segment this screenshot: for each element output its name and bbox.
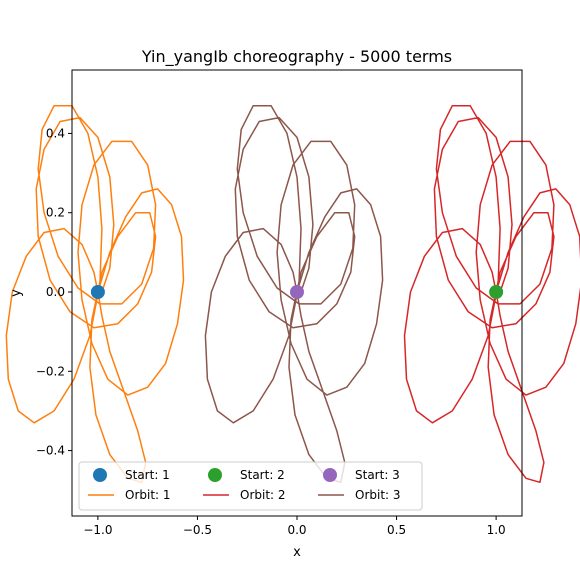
legend-start-2-marker (208, 468, 222, 482)
start-markers (90, 285, 504, 300)
legend-orbit-3-label: Orbit: 3 (355, 488, 401, 502)
orbit-3-line (204, 104, 384, 484)
legend-start-2-label: Start: 2 (240, 468, 285, 482)
chart-title: Yin_yangIb choreography - 5000 terms (141, 47, 452, 67)
legend-orbit-1-label: Orbit: 1 (125, 488, 171, 502)
x-tick-label: 1.0 (487, 523, 506, 537)
x-axis-ticks: −1.0 −0.5 0.0 0.5 1.0 (83, 516, 506, 537)
y-tick-label: 0.4 (46, 126, 65, 140)
y-axis-label: y (9, 289, 24, 297)
legend-start-1-marker (93, 468, 107, 482)
y-tick-label: −0.4 (36, 444, 65, 458)
x-tick-label: 0.0 (287, 523, 306, 537)
orbit-1-line (5, 104, 185, 484)
legend: Start: 1 Start: 2 Start: 3 Orbit: 1 Orbit: 2… (78, 461, 423, 511)
legend-orbit-2-label: Orbit: 2 (240, 488, 286, 502)
legend-start-3-marker (323, 468, 337, 482)
legend-start-3-label: Start: 3 (355, 468, 400, 482)
y-axis-ticks: −0.4 −0.2 0.0 0.2 0.4 (36, 126, 72, 458)
x-tick-label: −1.0 (83, 523, 112, 537)
x-axis-label: x (293, 545, 301, 560)
start-3-marker (290, 285, 304, 300)
plot-area (5, 104, 580, 484)
y-tick-label: −0.2 (36, 364, 65, 378)
x-tick-label: 0.5 (387, 523, 406, 537)
y-tick-label: 0.0 (46, 285, 65, 299)
start-1-marker (90, 285, 105, 300)
y-tick-label: 0.2 (46, 206, 65, 220)
start-2-marker (489, 285, 504, 300)
x-tick-label: −0.5 (183, 523, 212, 537)
legend-start-1-label: Start: 1 (125, 468, 170, 482)
orbit-2-line (403, 104, 580, 484)
